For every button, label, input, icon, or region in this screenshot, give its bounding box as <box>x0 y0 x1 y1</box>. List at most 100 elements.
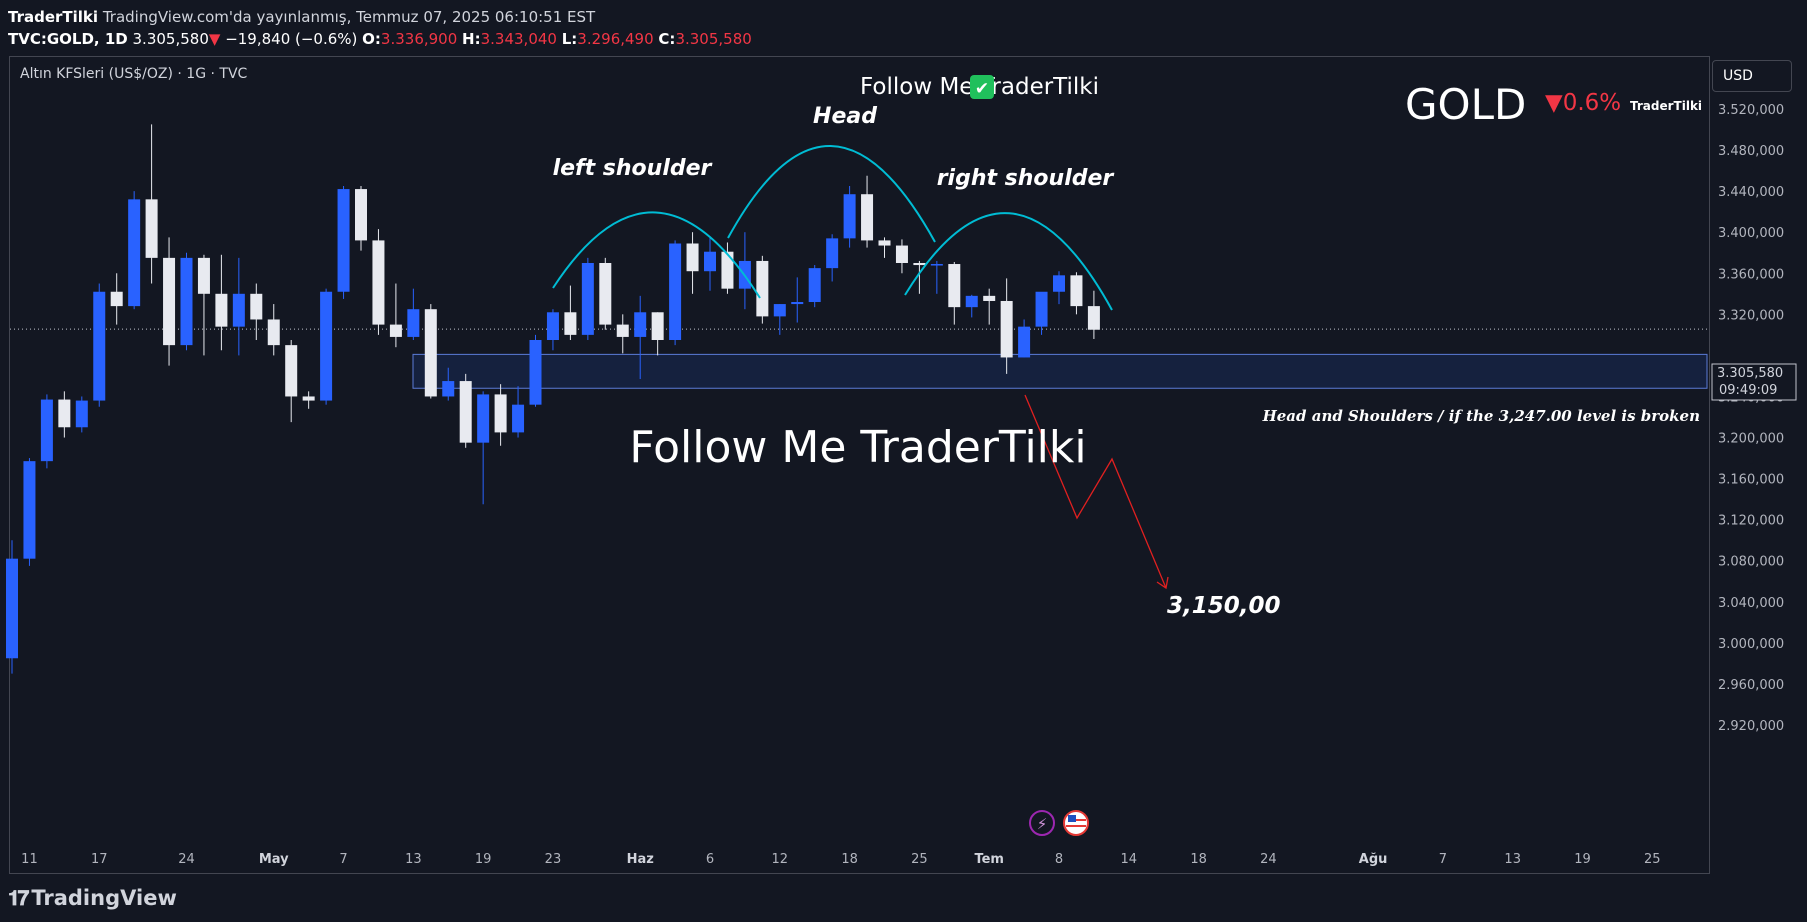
symbol-info-line: TVC:GOLD, 1D 3.305,580▼ −19,840 (−0.6%) … <box>8 28 752 50</box>
right-shoulder-label: right shoulder <box>937 166 1115 191</box>
publish-info: TraderTilki TradingView.com'da yayınlanm… <box>8 6 595 28</box>
candle-body <box>948 264 961 308</box>
y-tick-label: 3.040,000 <box>1718 596 1784 611</box>
candle-body <box>599 263 612 325</box>
candle-body <box>686 243 699 272</box>
low-value: 3.296,490 <box>577 30 654 48</box>
watermark-text: Follow Me TraderTilki <box>629 422 1086 473</box>
open-label: O: <box>362 30 381 48</box>
candle-body <box>459 381 472 443</box>
candle-body <box>494 394 507 433</box>
y-tick-label: 3.080,000 <box>1718 555 1784 570</box>
candle-body <box>529 340 542 405</box>
symbol-label: TVC:GOLD, 1D <box>8 30 128 48</box>
low-label: L: <box>561 30 578 48</box>
y-tick-label: 3.440,000 <box>1718 185 1784 200</box>
x-tick-label: Ağu <box>1359 852 1388 867</box>
candle-body <box>163 257 176 346</box>
candle-body <box>1070 275 1083 307</box>
x-tick-label: 25 <box>1644 852 1661 867</box>
candle-body <box>477 394 490 443</box>
y-tick-label: 2.920,000 <box>1718 719 1784 734</box>
x-tick-label: 24 <box>178 852 195 867</box>
y-tick-label: 3.120,000 <box>1718 514 1784 529</box>
x-tick-label: 18 <box>841 852 858 867</box>
x-tick-label: 13 <box>405 852 422 867</box>
x-tick-label: 23 <box>545 852 562 867</box>
author-brand: TraderTilki <box>1630 99 1703 113</box>
y-tick-label: 2.960,000 <box>1718 678 1784 693</box>
candle-body <box>983 295 996 301</box>
change-arrow-icon: ▼ <box>208 30 221 48</box>
price-label-countdown: 09:49:09 <box>1719 383 1777 398</box>
y-tick-label: 3.200,000 <box>1718 432 1784 447</box>
right-shoulder-arc <box>904 212 1113 311</box>
candle-body <box>826 238 839 269</box>
tradingview-logo-text: TradingView <box>31 886 177 910</box>
y-tick-label: 3.320,000 <box>1718 308 1784 323</box>
candle-body <box>75 400 88 428</box>
left-shoulder-label: left shoulder <box>553 156 713 181</box>
symbol-big: GOLD <box>1405 80 1527 129</box>
candle-body <box>337 189 350 292</box>
neckline-zone <box>412 353 1708 389</box>
candle-body <box>913 263 926 266</box>
close-value: 3.305,580 <box>675 30 752 48</box>
price-change: −19,840 (−0.6%) <box>225 30 358 48</box>
candle-body <box>634 312 647 337</box>
flash-event-icon[interactable] <box>1029 810 1055 836</box>
candle-body <box>23 461 36 559</box>
candle-body <box>669 243 682 340</box>
zone-text: Head and Shoulders / if the 3,247.00 lev… <box>1262 407 1700 425</box>
candle-body <box>389 324 402 337</box>
candle-body <box>1053 275 1065 292</box>
x-tick-label: 18 <box>1190 852 1207 867</box>
candle-body <box>197 257 210 294</box>
candle-body <box>1087 306 1100 330</box>
y-tick-label: 3.480,000 <box>1718 144 1784 159</box>
x-tick-label: 12 <box>772 852 789 867</box>
candle-body <box>512 404 525 433</box>
candle-body <box>145 199 158 258</box>
published-text: TradingView.com'da yayınlanmış, Temmuz 0… <box>102 8 596 26</box>
left-shoulder-arc <box>552 211 761 299</box>
open-value: 3.336,900 <box>380 30 458 48</box>
y-tick-label: 3.520,000 <box>1718 103 1784 118</box>
target-label: 3,150,00 <box>1167 593 1281 619</box>
candle-body <box>58 399 71 428</box>
check-icon: ✔ <box>975 79 989 99</box>
candle-body <box>128 199 141 307</box>
candle-body <box>215 293 228 327</box>
chart-title: Altın KFSleri (US$/OZ) · 1G · TVC <box>20 66 248 82</box>
candle-body <box>721 251 734 289</box>
tradingview-logo[interactable]: 𝟏𝟕 TradingView <box>8 886 177 911</box>
candle-body <box>965 295 978 308</box>
candle-body <box>6 558 18 659</box>
candle-body <box>93 291 106 401</box>
y-tick-label: 3.400,000 <box>1718 226 1784 241</box>
x-tick-label: 25 <box>911 852 928 867</box>
candle-body <box>1035 291 1048 327</box>
close-label: C: <box>658 30 676 48</box>
author-name[interactable]: TraderTilki <box>8 8 99 26</box>
chart-frame[interactable] <box>9 56 1710 874</box>
candle-body <box>843 194 856 239</box>
flash-glyph: ⚡ <box>1037 815 1048 833</box>
currency-button[interactable]: USD <box>1712 60 1792 92</box>
x-tick-label: Haz <box>627 852 654 867</box>
candle-body <box>110 291 123 307</box>
y-tick-label: 3.000,000 <box>1718 637 1784 652</box>
candle-body <box>808 268 821 303</box>
candle-body <box>564 312 577 335</box>
x-tick-label: 11 <box>21 852 38 867</box>
us-flag-event-icon[interactable] <box>1063 810 1089 836</box>
candle-body <box>232 293 245 327</box>
flag-canton <box>1068 815 1076 822</box>
candle-body <box>861 194 874 241</box>
candle-body <box>651 312 664 340</box>
x-tick-label: 7 <box>339 852 347 867</box>
candle-body <box>704 251 716 272</box>
price-label-box <box>1711 363 1797 401</box>
x-tick-label: 13 <box>1504 852 1521 867</box>
